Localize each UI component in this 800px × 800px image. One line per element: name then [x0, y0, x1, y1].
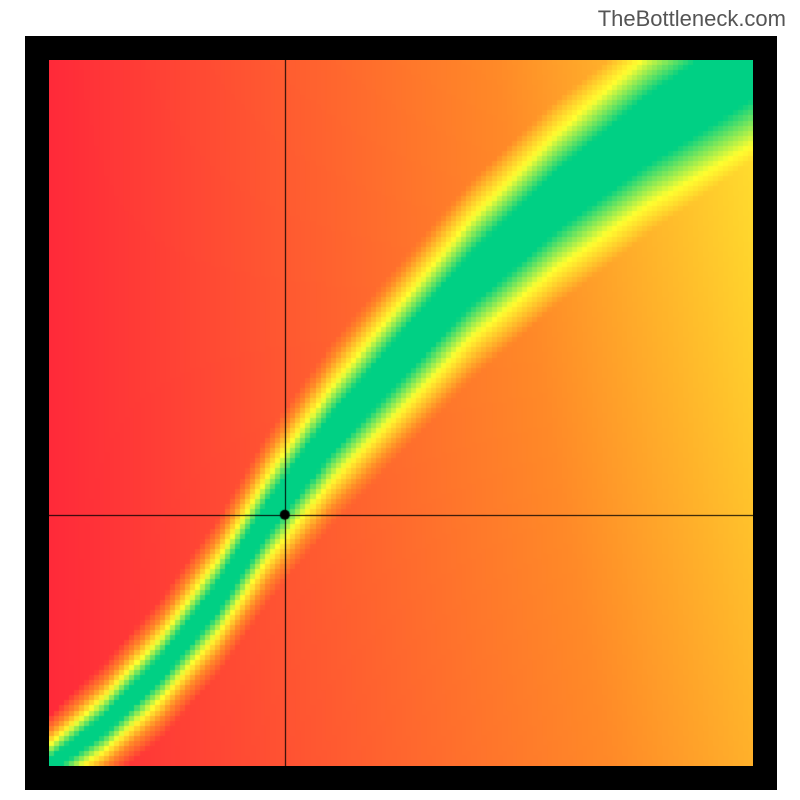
- plot-frame: [25, 36, 777, 790]
- chart-container: TheBottleneck.com: [0, 0, 800, 800]
- overlay-canvas: [49, 60, 753, 766]
- watermark-text: TheBottleneck.com: [598, 6, 786, 32]
